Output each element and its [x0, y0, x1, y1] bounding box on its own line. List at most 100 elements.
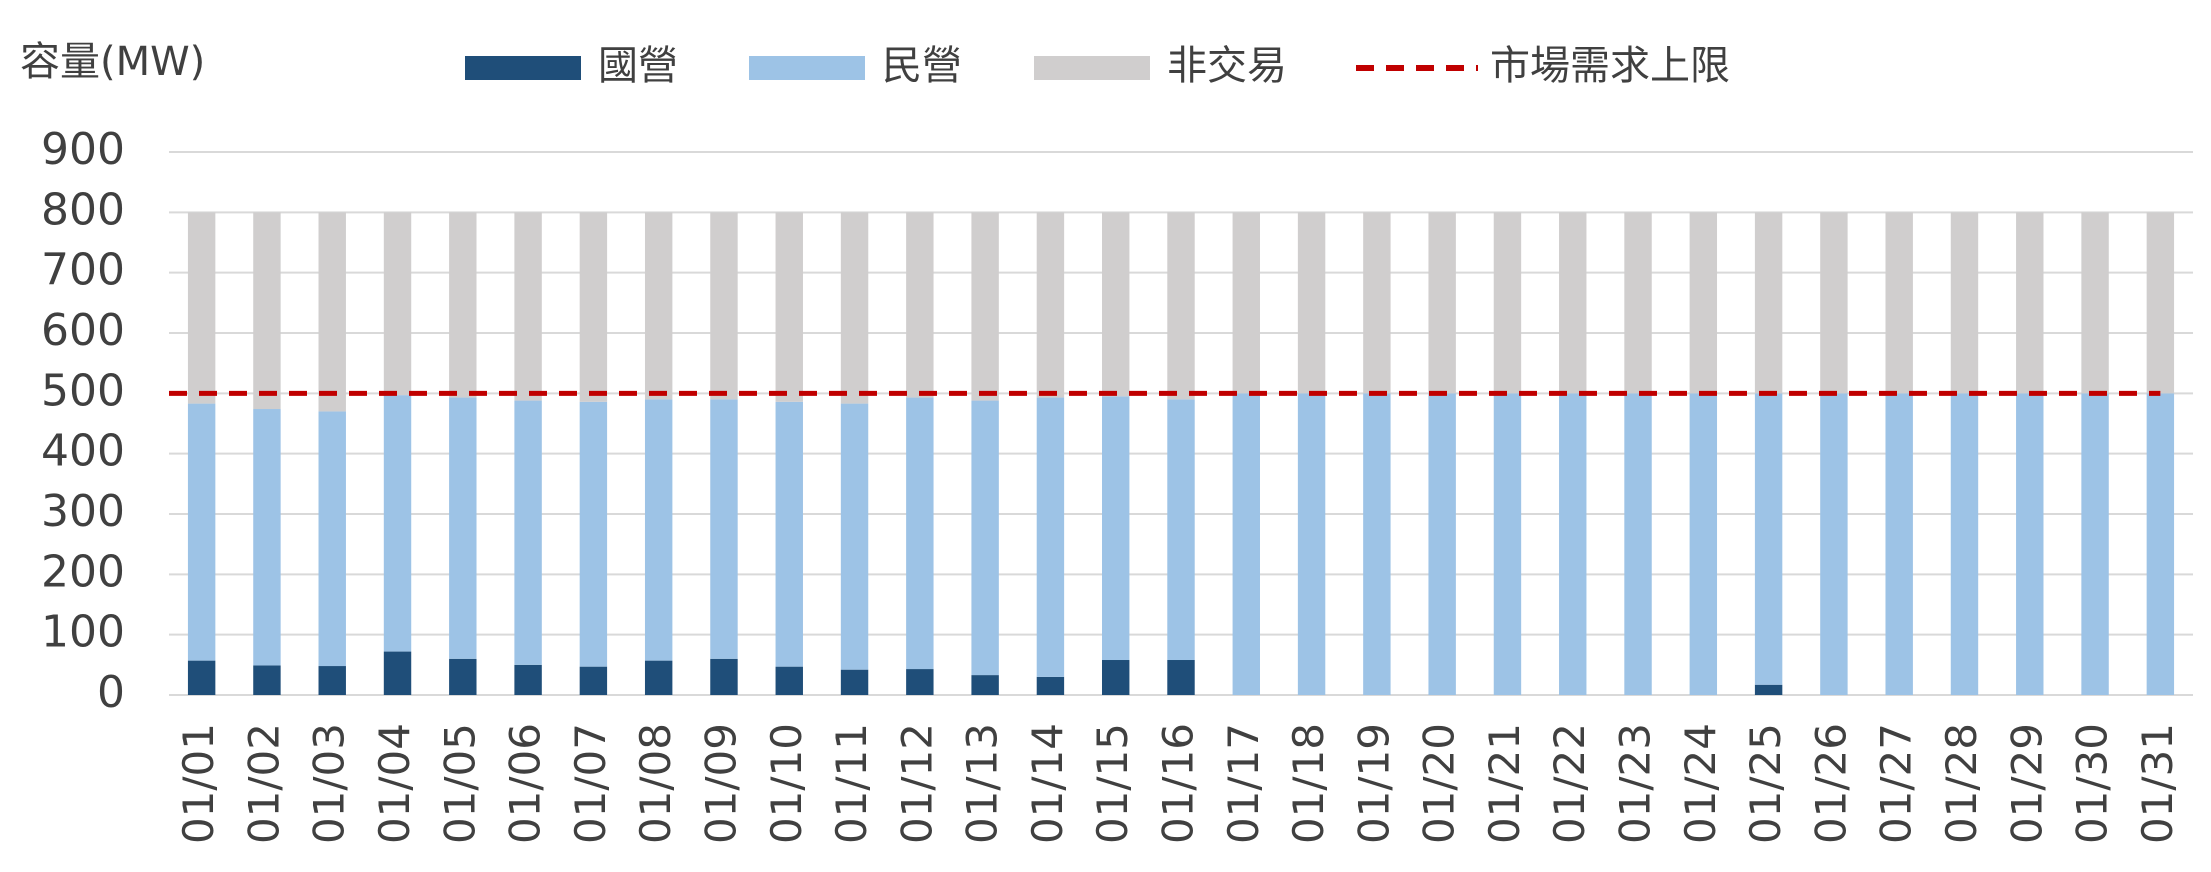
- bar-segment: [1363, 212, 1391, 394]
- y-tick-label: 800: [41, 184, 125, 235]
- bar-segment: [514, 212, 542, 401]
- x-tick-label: 01/11: [827, 723, 876, 844]
- x-tick-label: 01/26: [1806, 723, 1855, 844]
- bar-segment: [318, 411, 346, 667]
- x-tick-label: 01/02: [239, 723, 288, 844]
- x-tick-label: 01/13: [958, 723, 1007, 844]
- bar-segment: [1950, 212, 1979, 394]
- bar-segment: [1232, 212, 1261, 394]
- bar-segment: [710, 399, 738, 659]
- x-tick-label: 01/01: [174, 723, 223, 844]
- legend-label: 市場需求上限: [1490, 43, 1730, 89]
- bar-segment: [1363, 393, 1391, 695]
- x-tick-label: 01/03: [305, 723, 354, 844]
- bar-segment: [318, 212, 346, 412]
- x-tick-label: 01/22: [1545, 723, 1594, 844]
- x-tick-label: 01/07: [566, 723, 615, 844]
- bar-segment: [840, 212, 869, 404]
- x-tick-label: 01/16: [1154, 723, 1203, 844]
- x-tick-label: 01/06: [501, 723, 550, 844]
- legend-label: 民營: [882, 43, 962, 89]
- x-tick-label: 01/27: [1872, 723, 1921, 844]
- bar-segment: [1167, 212, 1195, 400]
- bar-segment: [187, 212, 216, 404]
- bar-segment: [449, 397, 477, 659]
- bar-segment: [1820, 212, 1848, 394]
- x-tick-label: 01/04: [370, 723, 419, 844]
- y-tick-label: 100: [41, 607, 125, 658]
- bar-segment: [1689, 393, 1718, 695]
- y-tick-label: 400: [41, 426, 125, 477]
- x-tick-label: 01/20: [1415, 723, 1464, 844]
- bar-segment: [775, 212, 803, 402]
- bar-segment: [840, 403, 869, 670]
- bar-segment: [775, 401, 803, 667]
- x-tick-label: 01/28: [1937, 723, 1986, 844]
- bar-segment: [2081, 212, 2109, 394]
- bar-segment: [2016, 212, 2044, 394]
- bar-segment: [906, 669, 934, 695]
- bar-segment: [383, 395, 412, 652]
- bar-segment: [383, 212, 412, 396]
- x-tick-label: 01/05: [435, 723, 484, 844]
- y-tick-label: 0: [97, 667, 125, 718]
- bar-segment: [1101, 212, 1130, 397]
- bar-segment: [1689, 212, 1718, 394]
- y-tick-label: 600: [41, 305, 125, 356]
- x-tick-label: 01/14: [1023, 723, 1072, 844]
- bar-segment: [1167, 399, 1195, 661]
- bar-segment: [1297, 212, 1326, 394]
- bar-segment: [1036, 397, 1065, 677]
- y-axis-label: 容量(MW): [20, 39, 205, 85]
- legend-swatch: [1034, 56, 1150, 80]
- bar-segment: [710, 658, 738, 695]
- bar-segment: [579, 666, 608, 695]
- bar-segment: [514, 664, 542, 695]
- x-tick-label: 01/19: [1349, 723, 1398, 844]
- bar-segment: [1885, 393, 1913, 695]
- bar-segment: [971, 675, 999, 695]
- legend-label: 非交易: [1167, 43, 1287, 89]
- bar-segment: [971, 400, 999, 676]
- bar-segment: [1754, 393, 1783, 685]
- bar-segment: [1101, 660, 1130, 695]
- bar-segment: [710, 212, 738, 400]
- bar-segment: [514, 400, 542, 665]
- bar-segment: [1885, 212, 1913, 394]
- bar-segment: [840, 669, 869, 695]
- bar-segment: [383, 651, 412, 695]
- bar-segment: [1950, 393, 1979, 695]
- bar-segment: [644, 399, 673, 661]
- bar-segment: [1101, 396, 1130, 661]
- bar-segment: [1232, 393, 1261, 695]
- bar-segment: [1493, 212, 1522, 394]
- bar-segment: [1428, 212, 1456, 394]
- bar-segment: [1624, 212, 1652, 394]
- y-tick-label: 200: [41, 546, 125, 597]
- x-tick-label: 01/31: [2133, 723, 2182, 844]
- bar-segment: [1036, 676, 1065, 695]
- bar-segment: [253, 665, 281, 695]
- bar-segment: [318, 666, 346, 695]
- legend-label: 國營: [598, 43, 678, 89]
- bar-segment: [579, 212, 608, 402]
- bar-segment: [253, 409, 281, 666]
- bar-segment: [906, 397, 934, 670]
- x-tick-label: 01/10: [762, 723, 811, 844]
- bar-segment: [579, 401, 608, 667]
- bar-segment: [1754, 212, 1783, 394]
- x-tick-label: 01/29: [2002, 723, 2051, 844]
- bar-segment: [775, 666, 803, 695]
- x-tick-label: 01/15: [1088, 723, 1137, 844]
- y-tick-label: 500: [41, 365, 125, 416]
- bar-segment: [187, 660, 216, 695]
- bar-segment: [1754, 684, 1783, 695]
- bar-segment: [187, 403, 216, 661]
- bar-segment: [1493, 393, 1522, 695]
- x-tick-label: 01/12: [892, 723, 941, 844]
- bar-segment: [2146, 393, 2175, 695]
- bar-segment: [2016, 393, 2044, 695]
- bar-segment: [644, 212, 673, 400]
- y-tick-label: 700: [41, 245, 125, 296]
